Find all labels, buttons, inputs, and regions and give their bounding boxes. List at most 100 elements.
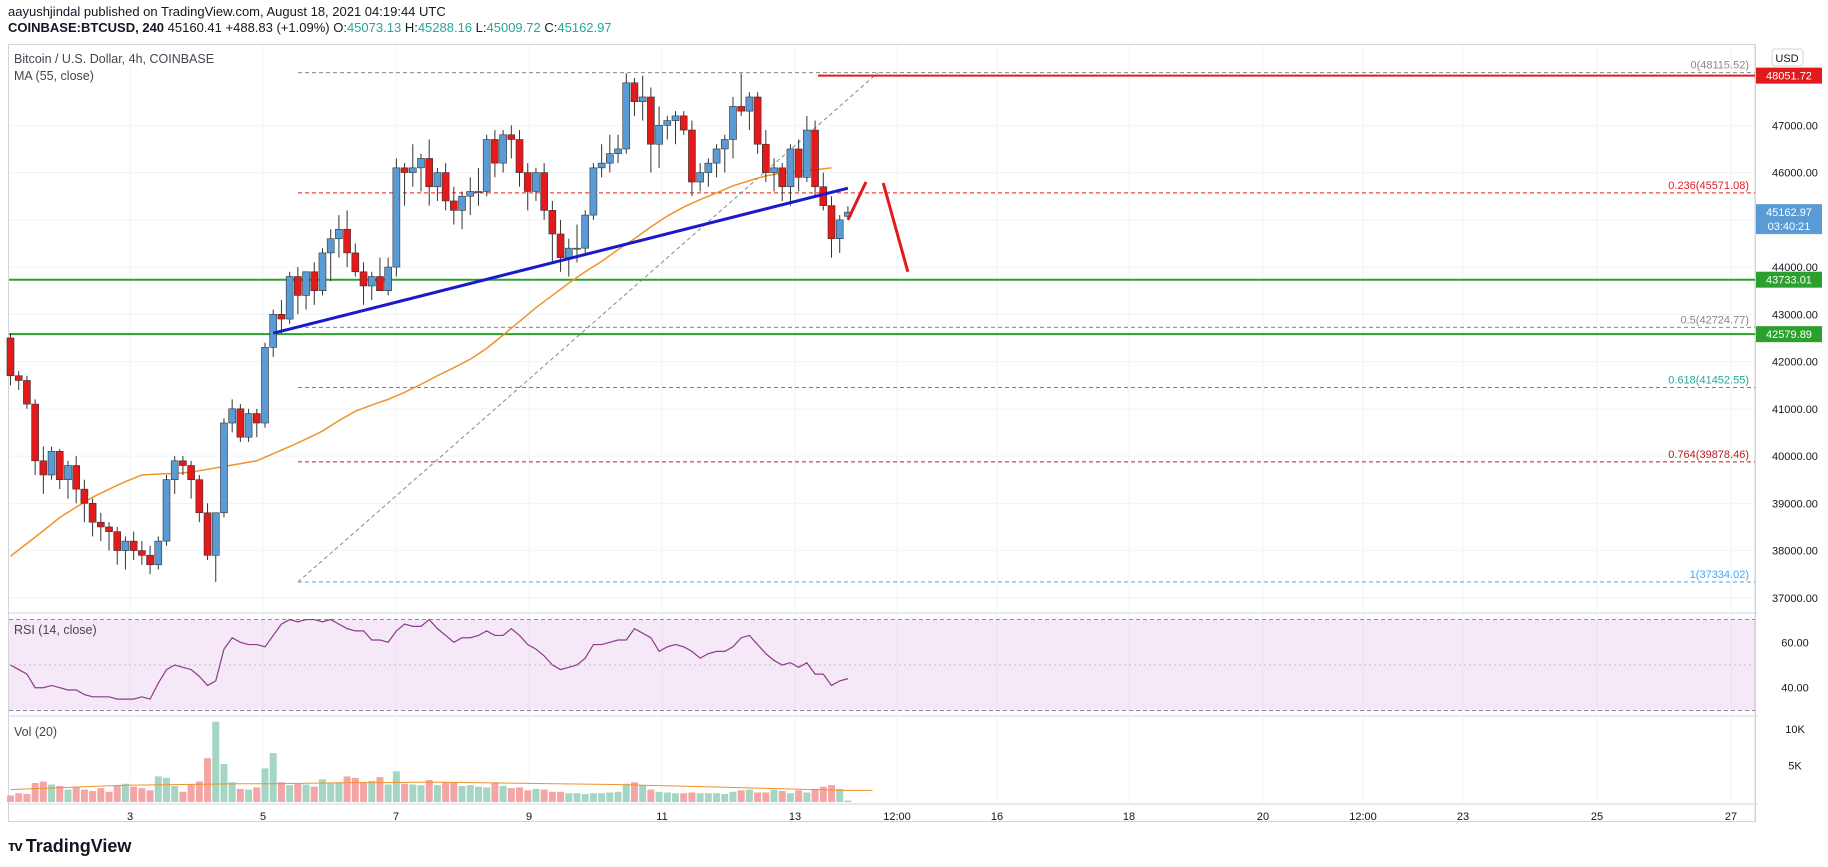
candle bbox=[704, 158, 713, 187]
candle bbox=[129, 531, 138, 561]
currency-badge[interactable]: USD bbox=[1775, 53, 1798, 65]
candle bbox=[532, 167, 540, 201]
price-tick-label: 37000.00 bbox=[1772, 593, 1818, 605]
ohlc-line: COINBASE:BTCUSD, 240 45160.41 +488.83 (+… bbox=[8, 20, 612, 36]
candle-body bbox=[589, 167, 598, 216]
candle-body bbox=[671, 115, 680, 121]
volume-bar bbox=[466, 785, 474, 802]
candle bbox=[770, 158, 778, 192]
price-badge-label: 42579.89 bbox=[1766, 329, 1812, 341]
volume-bar bbox=[516, 787, 524, 802]
candle bbox=[712, 144, 721, 178]
candle bbox=[343, 210, 351, 268]
volume-bar bbox=[844, 800, 852, 802]
candle-body bbox=[261, 347, 269, 424]
fib-retracement[interactable]: 0(48115.52) 0.236(45571.08) 0.5(42724.77) 0… bbox=[297, 60, 1755, 583]
candle-body bbox=[523, 172, 532, 192]
high-value: 45288.16 bbox=[417, 20, 473, 35]
volume-bar bbox=[614, 791, 622, 802]
candle-body bbox=[408, 167, 417, 173]
volume-bar bbox=[803, 792, 811, 802]
fib-level-label: 0.764(39878.46) bbox=[1668, 449, 1749, 461]
drawings[interactable] bbox=[272, 181, 910, 335]
candle bbox=[753, 92, 762, 154]
time-tick-label: 27 bbox=[1725, 811, 1737, 823]
candle bbox=[688, 120, 696, 197]
candle bbox=[294, 267, 302, 315]
candle bbox=[499, 130, 507, 173]
candle bbox=[335, 215, 343, 258]
candle bbox=[417, 153, 425, 192]
chart-legend-title: Bitcoin / U.S. Dollar, 4h, COINBASE bbox=[14, 52, 215, 66]
volume-bar bbox=[245, 789, 253, 802]
time-tick-label: 20 bbox=[1257, 811, 1269, 823]
volume-bar bbox=[236, 788, 244, 802]
candle bbox=[819, 172, 828, 211]
candle bbox=[729, 96, 737, 159]
candle-body bbox=[6, 337, 15, 377]
candle-body bbox=[433, 172, 442, 188]
volume-bar bbox=[639, 785, 647, 802]
usd-badge-box[interactable] bbox=[1771, 48, 1804, 67]
open-value: 45073.13 bbox=[346, 20, 402, 35]
volume-bar bbox=[721, 793, 729, 802]
candle-body bbox=[712, 148, 721, 164]
time-tick-label: 25 bbox=[1591, 811, 1603, 823]
candle bbox=[244, 408, 253, 442]
volume-bar bbox=[138, 788, 146, 802]
candle-body bbox=[474, 191, 483, 193]
candle bbox=[803, 115, 811, 183]
publisher-name[interactable]: aayushjindal bbox=[8, 4, 81, 19]
open-label: O: bbox=[333, 20, 347, 35]
volume-bar bbox=[212, 721, 220, 802]
close-label: C: bbox=[544, 20, 558, 35]
volume-bar bbox=[696, 793, 704, 802]
price-badge bbox=[1756, 204, 1822, 235]
candle-body bbox=[64, 465, 72, 480]
candle bbox=[72, 456, 80, 504]
price-badge-label: 43733.01 bbox=[1766, 275, 1812, 287]
volume-bar bbox=[162, 777, 170, 802]
candle bbox=[162, 474, 171, 546]
candle-body bbox=[55, 451, 64, 481]
price-tick-label: 44000.00 bbox=[1772, 262, 1818, 274]
candle bbox=[121, 536, 130, 570]
volume-bar bbox=[360, 782, 368, 802]
candle-body bbox=[532, 172, 540, 192]
horizontal-lines[interactable] bbox=[9, 74, 1755, 336]
volume-bar bbox=[433, 785, 441, 802]
candle-body bbox=[228, 408, 236, 424]
candle bbox=[745, 92, 754, 131]
candle-body bbox=[244, 413, 253, 438]
volume-legend: Vol (20) bbox=[14, 725, 58, 739]
candle-body bbox=[277, 314, 286, 320]
volume-bar bbox=[318, 779, 326, 802]
volume-bar bbox=[655, 791, 663, 802]
candle bbox=[55, 448, 64, 490]
candle-body bbox=[97, 521, 105, 528]
volume-bar bbox=[442, 782, 450, 802]
last-price: 45160.41 bbox=[167, 20, 222, 35]
candle-body bbox=[253, 413, 261, 424]
volume-bar bbox=[458, 785, 466, 802]
volume-bar bbox=[573, 793, 581, 802]
volume-bar bbox=[401, 783, 409, 802]
rsi-polyline bbox=[10, 618, 849, 700]
volume-bar bbox=[606, 792, 614, 802]
volume-bar bbox=[89, 791, 97, 802]
candle bbox=[351, 243, 360, 277]
candle bbox=[359, 262, 368, 305]
rsi-tick-label: 60.00 bbox=[1781, 637, 1809, 649]
trendline bbox=[272, 186, 849, 335]
candle-body bbox=[294, 276, 302, 296]
candle-body bbox=[663, 120, 672, 126]
candle bbox=[466, 177, 475, 216]
volume-bar bbox=[409, 784, 417, 802]
volume-bar bbox=[376, 777, 384, 802]
candle-body bbox=[450, 200, 458, 211]
candle-body bbox=[269, 314, 278, 348]
footer-brand[interactable]: ᴛᴠ TradingView bbox=[8, 836, 131, 857]
volume-bar bbox=[302, 784, 310, 802]
candle-body bbox=[31, 403, 39, 462]
